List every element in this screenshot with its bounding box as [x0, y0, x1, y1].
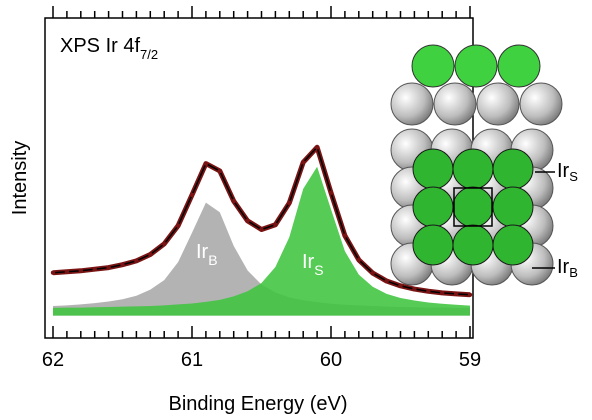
x-axis-label: Binding Energy (eV) — [169, 393, 348, 415]
model-label: IrB — [557, 256, 578, 280]
data-point — [384, 279, 388, 283]
data-point — [245, 219, 249, 223]
atom-top — [455, 45, 497, 87]
data-point — [51, 271, 55, 275]
data-point — [287, 201, 291, 205]
data-point — [148, 252, 152, 256]
atom-surface — [493, 187, 533, 227]
model-label-sub: S — [569, 169, 578, 184]
data-point — [426, 289, 430, 293]
peak-label-text: Ir — [302, 251, 315, 273]
atom-surface — [413, 225, 453, 265]
x-tick-label: 60 — [320, 349, 342, 371]
data-point — [204, 161, 208, 165]
chart-title: XPS Ir 4f7/2 — [60, 35, 158, 62]
chart: XPS Ir 4f7/2 Binding Energy (eV) Intensi… — [0, 0, 592, 420]
x-tick-label: 62 — [42, 349, 64, 371]
data-point — [106, 265, 110, 269]
atom-bulk — [477, 83, 519, 125]
data-point — [232, 199, 236, 203]
data-point — [93, 267, 97, 271]
model-label-text: Ir — [557, 256, 570, 278]
data-point — [398, 284, 402, 288]
atom-surface — [413, 187, 453, 227]
data-point — [343, 233, 347, 237]
atom-top — [412, 45, 454, 87]
atom-top — [498, 45, 540, 87]
data-point — [357, 258, 361, 262]
data-point — [120, 263, 124, 267]
atom-bulk — [434, 83, 476, 125]
data-point — [134, 259, 138, 263]
title-main: XPS Ir 4f — [60, 35, 140, 57]
atom-surface — [453, 187, 493, 227]
model-label-sub: B — [569, 265, 578, 280]
atom-surface — [493, 225, 533, 265]
model-label: IrS — [557, 160, 578, 184]
data-point — [65, 270, 69, 274]
atom-bulk — [391, 83, 433, 125]
data-point — [259, 227, 263, 231]
x-tick-label: 61 — [181, 349, 203, 371]
data-point — [454, 292, 458, 296]
data-point — [190, 193, 194, 197]
data-point — [176, 223, 180, 227]
data-point — [468, 293, 472, 297]
data-point — [79, 269, 83, 273]
model-label-text: Ir — [557, 160, 570, 182]
data-point — [412, 287, 416, 291]
y-axis-label: Intensity — [9, 141, 31, 215]
atom-surface — [493, 149, 533, 189]
data-point — [440, 291, 444, 295]
data-point — [273, 223, 277, 227]
data-point — [371, 271, 375, 275]
atom-surface — [453, 149, 493, 189]
data-point — [315, 145, 319, 149]
peak-label-sub: B — [208, 252, 217, 268]
x-tick-label: 59 — [459, 349, 481, 371]
data-point — [162, 242, 166, 246]
data-point — [218, 169, 222, 173]
atom-surface — [453, 225, 493, 265]
peak-label-text: Ir — [196, 241, 209, 263]
data-point — [329, 191, 333, 195]
peak-label-sub: S — [314, 262, 323, 278]
data-point — [301, 160, 305, 164]
atom-bulk — [520, 83, 562, 125]
atom-surface — [413, 149, 453, 189]
title-sub: 7/2 — [140, 47, 158, 62]
surface-model — [391, 45, 562, 285]
